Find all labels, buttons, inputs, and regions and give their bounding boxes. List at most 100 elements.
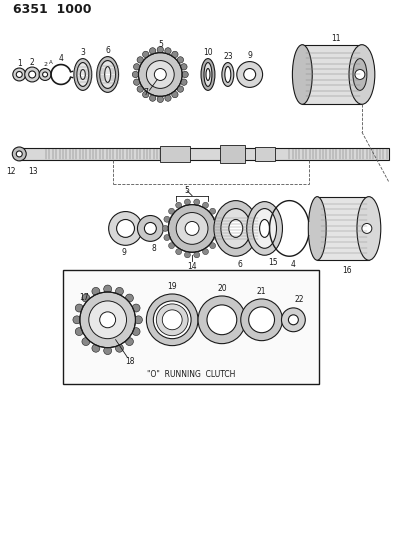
- Ellipse shape: [293, 45, 312, 104]
- Ellipse shape: [225, 67, 231, 83]
- Text: 16: 16: [342, 265, 352, 274]
- Circle shape: [194, 199, 200, 205]
- Ellipse shape: [154, 69, 166, 80]
- Circle shape: [104, 285, 112, 293]
- Circle shape: [12, 147, 26, 161]
- Bar: [302, 45, 362, 104]
- Circle shape: [176, 249, 182, 255]
- Text: 10: 10: [203, 48, 213, 57]
- Ellipse shape: [138, 53, 182, 96]
- Circle shape: [210, 243, 215, 249]
- Circle shape: [146, 294, 198, 345]
- Circle shape: [144, 222, 156, 235]
- Circle shape: [184, 252, 191, 258]
- Circle shape: [133, 79, 140, 85]
- Circle shape: [109, 212, 142, 245]
- Circle shape: [162, 225, 168, 231]
- Circle shape: [216, 225, 222, 231]
- Circle shape: [92, 287, 100, 295]
- Circle shape: [132, 71, 139, 78]
- Circle shape: [115, 287, 123, 295]
- Text: 23: 23: [223, 52, 233, 61]
- Circle shape: [133, 63, 140, 70]
- Circle shape: [177, 56, 184, 63]
- Circle shape: [149, 47, 156, 54]
- Circle shape: [244, 69, 256, 80]
- Text: 2: 2: [30, 58, 35, 67]
- Ellipse shape: [204, 62, 212, 86]
- Ellipse shape: [176, 213, 208, 244]
- Ellipse shape: [185, 222, 199, 236]
- Bar: [220, 145, 245, 163]
- Circle shape: [165, 47, 171, 54]
- Text: 5: 5: [185, 186, 190, 195]
- Text: 9: 9: [247, 51, 252, 60]
- Text: 6: 6: [105, 46, 110, 55]
- Circle shape: [82, 337, 90, 345]
- Text: A: A: [49, 60, 53, 65]
- Circle shape: [214, 235, 220, 240]
- Circle shape: [89, 301, 126, 338]
- Circle shape: [73, 316, 81, 324]
- Text: 1: 1: [17, 59, 22, 68]
- Circle shape: [29, 71, 35, 78]
- Circle shape: [182, 71, 188, 78]
- Circle shape: [75, 304, 83, 312]
- Circle shape: [104, 346, 112, 354]
- Ellipse shape: [100, 61, 115, 88]
- Circle shape: [169, 208, 175, 214]
- Circle shape: [214, 216, 220, 222]
- Text: 5: 5: [158, 40, 163, 49]
- Circle shape: [149, 95, 156, 101]
- Bar: [19, 148, 389, 160]
- Circle shape: [13, 68, 26, 81]
- Circle shape: [157, 96, 164, 102]
- Ellipse shape: [74, 59, 92, 91]
- Circle shape: [117, 220, 135, 237]
- Ellipse shape: [77, 62, 89, 86]
- Text: 19: 19: [167, 281, 177, 290]
- Ellipse shape: [201, 59, 215, 91]
- Ellipse shape: [247, 201, 282, 255]
- Circle shape: [137, 86, 143, 92]
- Circle shape: [132, 304, 140, 312]
- Circle shape: [137, 56, 143, 63]
- Circle shape: [202, 202, 208, 208]
- Circle shape: [181, 79, 187, 85]
- Circle shape: [207, 305, 237, 335]
- Circle shape: [115, 344, 123, 352]
- Text: 13: 13: [29, 167, 38, 176]
- Circle shape: [176, 202, 182, 208]
- Bar: [317, 197, 369, 260]
- Circle shape: [172, 91, 178, 98]
- Circle shape: [181, 63, 187, 70]
- Ellipse shape: [105, 67, 111, 83]
- Text: 2: 2: [43, 62, 47, 67]
- Circle shape: [249, 307, 275, 333]
- Ellipse shape: [308, 197, 326, 260]
- Circle shape: [80, 292, 135, 348]
- Text: 6351  1000: 6351 1000: [13, 3, 92, 17]
- Ellipse shape: [168, 205, 216, 252]
- Circle shape: [177, 86, 184, 92]
- Circle shape: [142, 91, 149, 98]
- Circle shape: [169, 243, 175, 249]
- Text: 7: 7: [143, 88, 148, 97]
- Circle shape: [39, 69, 51, 80]
- Circle shape: [172, 51, 178, 58]
- Ellipse shape: [206, 69, 210, 80]
- Circle shape: [282, 308, 305, 332]
- Text: 4: 4: [58, 54, 63, 63]
- Circle shape: [16, 71, 22, 77]
- Ellipse shape: [349, 45, 375, 104]
- Circle shape: [210, 208, 215, 214]
- Circle shape: [184, 199, 191, 205]
- Circle shape: [16, 151, 22, 157]
- Circle shape: [92, 344, 100, 352]
- Ellipse shape: [353, 59, 367, 91]
- Bar: [160, 146, 190, 162]
- Circle shape: [198, 296, 246, 344]
- Text: 18: 18: [125, 357, 134, 366]
- Circle shape: [100, 312, 115, 328]
- Circle shape: [194, 252, 200, 258]
